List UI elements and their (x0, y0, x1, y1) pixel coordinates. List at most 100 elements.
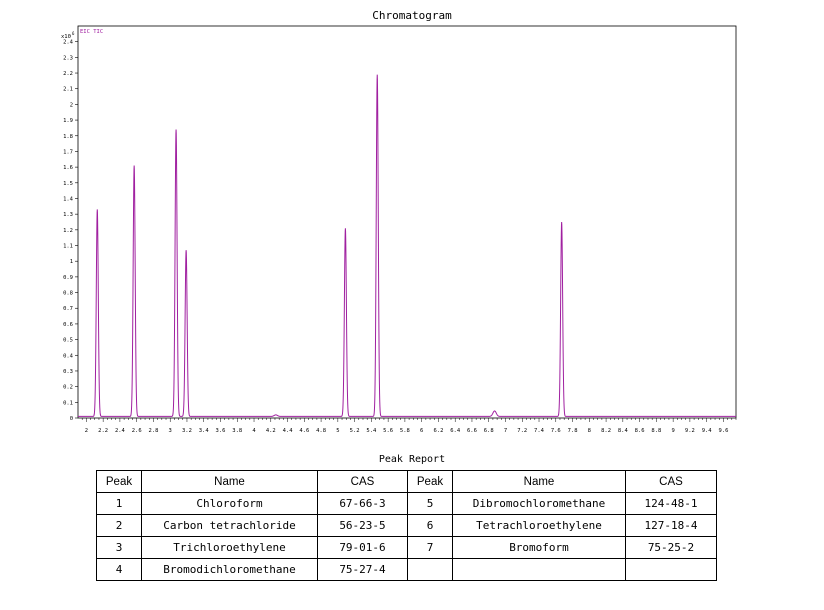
x-tick-label: 6.4 (450, 428, 461, 434)
y-tick-label: 0.8 (63, 291, 73, 297)
y-tick-label: 0.6 (63, 322, 73, 328)
chromatogram-plot: 0 0.1 0.2 0.3 0.4 0.5 0.6 0.7 0.8 0.9 1 1.1 1.2 1.3 1.… (61, 25, 737, 434)
compound-name: Dibromochloromethane (452, 492, 626, 515)
peak-number: 6 (407, 514, 453, 537)
x-tick-label: 8.8 (651, 428, 661, 434)
y-tick-label: 1.2 (63, 228, 73, 234)
y-tick-label: 2.1 (63, 87, 73, 93)
y-tick-label: 2 (70, 102, 73, 108)
y-tick-label: 0 (70, 416, 73, 422)
x-tick-label: 2.2 (98, 428, 108, 434)
x-tick-label: 8 (588, 428, 591, 434)
y-multiplier-label: x10 (61, 34, 71, 40)
y-tick-label: 1.1 (63, 244, 73, 250)
compound-name: Trichloroethylene (141, 536, 318, 559)
y-tick-label: 0.9 (63, 275, 73, 281)
y-tick-label: 0.4 (63, 353, 74, 359)
peak-number: 4 (96, 558, 142, 581)
chromatogram-trace (78, 74, 736, 417)
table-row: 2 Carbon tetrachloride 56-23-5 6 Tetrach… (96, 514, 717, 537)
header-name-2: Name (452, 470, 626, 493)
y-tick-label: 2.3 (63, 55, 73, 61)
plot-frame (77, 25, 737, 419)
peak-report-title: Peak Report (378, 454, 446, 465)
x-tick-label: 5.6 (383, 428, 393, 434)
x-tick-label: 9.4 (702, 428, 713, 434)
x-tick-label: 7.4 (534, 428, 545, 434)
table-row: 3 Trichloroethylene 79-01-6 7 Bromoform … (96, 536, 717, 559)
cas-number: 75-27-4 (317, 558, 408, 581)
compound-name: Bromodichloromethane (141, 558, 318, 581)
y-tick-label: 1.5 (63, 181, 73, 187)
x-tick-label: 6.2 (433, 428, 443, 434)
x-tick-label: 9 (671, 428, 674, 434)
cas-number: 75-25-2 (625, 536, 717, 559)
header-cas: CAS (317, 470, 408, 493)
x-tick-label: 3.8 (232, 428, 242, 434)
x-tick-label: 5.2 (350, 428, 360, 434)
x-tick-label: 2.6 (132, 428, 142, 434)
trace-label: EIC TIC (80, 29, 103, 35)
x-tick-label: 7.8 (568, 428, 578, 434)
cas-number: 56-23-5 (317, 514, 408, 537)
table-row: 4 Bromodichloromethane 75-27-4 (96, 558, 717, 581)
cas-number: 127-18-4 (625, 514, 717, 537)
cas-number: 79-01-6 (317, 536, 408, 559)
header-name: Name (141, 470, 318, 493)
x-tick-label: 6 (420, 428, 423, 434)
cas-number (625, 558, 717, 581)
y-tick-label: 0.2 (63, 385, 73, 391)
y-tick-label: 2.2 (63, 71, 73, 77)
y-tick-label: 1.4 (63, 196, 74, 202)
y-tick-label: 1 (70, 259, 73, 265)
x-tick-label: 4.4 (283, 428, 294, 434)
x-tick-label: 6.6 (467, 428, 477, 434)
x-tick-label: 4.2 (266, 428, 276, 434)
x-tick-label: 3.4 (199, 428, 210, 434)
y-tick-label: 1.7 (63, 149, 73, 155)
x-tick-label: 4.8 (316, 428, 326, 434)
x-tick-label: 8.6 (635, 428, 645, 434)
header-peak-2: Peak (407, 470, 453, 493)
x-tick-label: 2.4 (115, 428, 126, 434)
x-tick-label: 5.8 (400, 428, 410, 434)
x-tick-label: 3 (169, 428, 172, 434)
x-tick-label: 5 (336, 428, 339, 434)
x-tick-label: 7.6 (551, 428, 561, 434)
y-tick-label: 1.8 (63, 134, 73, 140)
x-tick-label: 9.2 (685, 428, 695, 434)
y-tick-label: 0.5 (63, 338, 73, 344)
x-tick-label: 6.8 (484, 428, 494, 434)
y-tick-label: 0.7 (63, 306, 73, 312)
peak-report-table: Peak Name CAS Peak Name CAS 1 Chloroform… (96, 470, 717, 581)
compound-name (452, 558, 626, 581)
peak-number: 3 (96, 536, 142, 559)
y-multiplier-exponent: 6 (72, 31, 75, 36)
cas-number: 67-66-3 (317, 492, 408, 515)
header-cas-2: CAS (625, 470, 717, 493)
compound-name: Bromoform (452, 536, 626, 559)
x-tick-label: 2.8 (148, 428, 158, 434)
compound-name: Chloroform (141, 492, 318, 515)
x-tick-label: 4 (252, 428, 256, 434)
header-peak: Peak (96, 470, 142, 493)
y-tick-label: 1.9 (63, 118, 73, 124)
x-tick-label: 3.2 (182, 428, 192, 434)
x-tick-label: 8.4 (618, 428, 629, 434)
peak-number: 1 (96, 492, 142, 515)
x-tick-label: 3.6 (216, 428, 226, 434)
y-tick-label: 2.4 (63, 40, 74, 46)
x-tick-label: 7 (504, 428, 507, 434)
cas-number: 124-48-1 (625, 492, 717, 515)
x-tick-label: 9.6 (718, 428, 728, 434)
x-tick-label: 2 (85, 428, 88, 434)
peak-number: 2 (96, 514, 142, 537)
table-header-row: Peak Name CAS Peak Name CAS (96, 470, 717, 493)
x-tick-label: 7.2 (517, 428, 527, 434)
chart-title: Chromatogram (372, 9, 452, 22)
compound-name: Tetrachloroethylene (452, 514, 626, 537)
x-tick-label: 4.6 (299, 428, 309, 434)
peak-number (407, 558, 453, 581)
x-tick-label: 5.4 (366, 428, 377, 434)
y-tick-label: 0.1 (63, 400, 73, 406)
